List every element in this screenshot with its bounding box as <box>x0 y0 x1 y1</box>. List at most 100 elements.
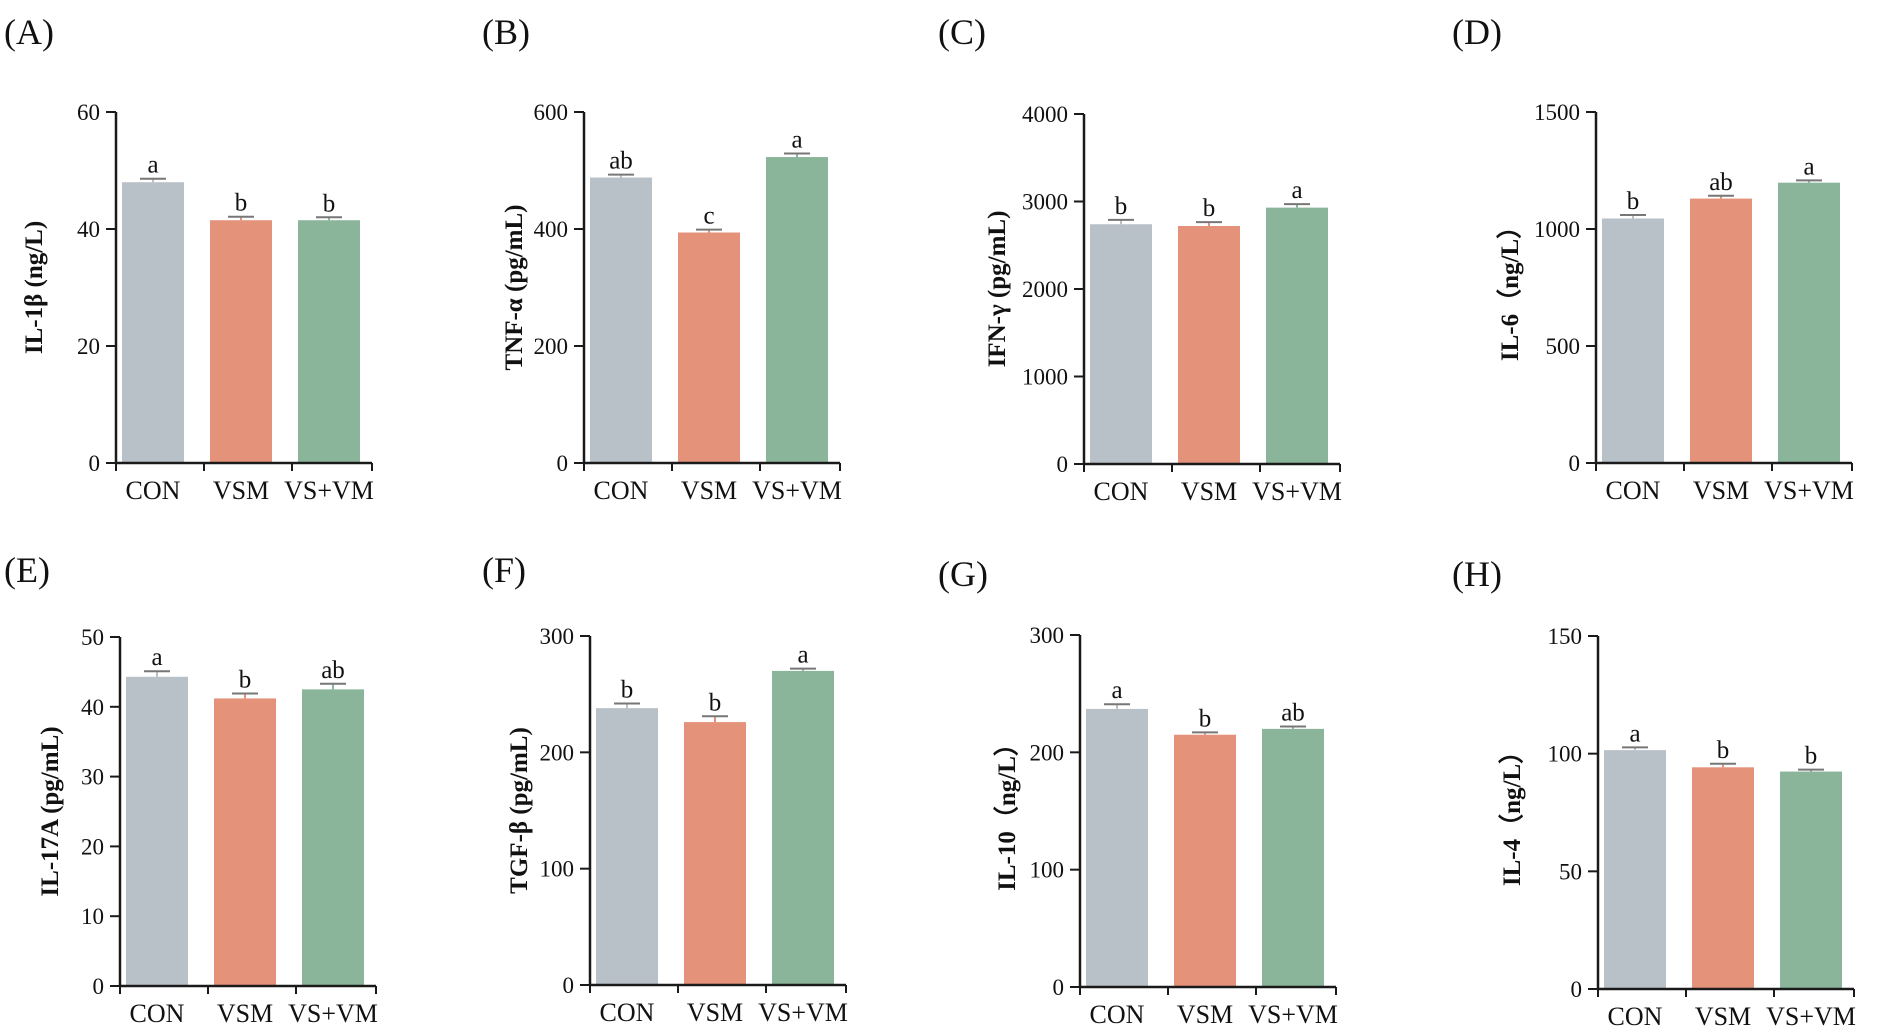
y-tick-label: 0 <box>563 973 575 998</box>
y-tick-label: 0 <box>1571 977 1583 1002</box>
x-tick-label: VS+VM <box>758 998 848 1027</box>
bar-vs-plus-vm <box>1266 207 1328 464</box>
bar-con <box>1604 750 1666 989</box>
significance-letter: b <box>1627 188 1640 215</box>
x-tick-label: VS+VM <box>1766 1002 1856 1031</box>
y-tick-label: 60 <box>77 100 100 125</box>
bar-con <box>1086 708 1148 987</box>
chart-panel-2: (B) ab CON c VSM a VS+VM 0 200 400 600 TNF-α (pg/mL… <box>482 12 842 505</box>
y-tick-label: 150 <box>1548 624 1583 649</box>
bar-vsm <box>684 722 746 985</box>
bar-con <box>590 177 652 463</box>
significance-letter: a <box>1291 177 1302 204</box>
chart-panel-5: (E) a CON b VSM ab VS+VM 0 10 20 30 40 50 IL-17A (pg/… <box>4 550 378 1028</box>
y-tick-label: 100 <box>1030 858 1065 883</box>
panel-label: (D) <box>1452 12 1502 52</box>
bar-vsm <box>1692 767 1754 989</box>
y-axis-label: TGF-β (pg/mL) <box>506 727 533 894</box>
panel-label: (E) <box>4 550 50 590</box>
y-tick-label: 200 <box>1030 740 1065 765</box>
bar-con <box>122 182 184 463</box>
x-tick-label: VSM <box>1177 1000 1233 1029</box>
x-tick-label: VS+VM <box>1248 1000 1338 1029</box>
y-axis-label: IL-4（ng/L） <box>1497 739 1526 886</box>
y-tick-label: 1500 <box>1534 100 1580 125</box>
significance-letter: ab <box>1281 700 1305 727</box>
bar-vsm <box>1174 734 1236 987</box>
y-tick-label: 10 <box>81 904 104 929</box>
panel-label: (H) <box>1452 554 1502 594</box>
x-tick-label: VSM <box>687 998 743 1027</box>
y-tick-label: 40 <box>81 695 104 720</box>
significance-letter: b <box>1717 737 1730 764</box>
x-tick-label: CON <box>1608 1002 1663 1031</box>
bar-con <box>126 676 188 986</box>
y-tick-label: 200 <box>540 740 575 765</box>
significance-letter: b <box>1199 705 1212 732</box>
y-tick-label: 600 <box>534 100 569 125</box>
y-axis-label: IL-17A (pg/mL) <box>37 726 64 896</box>
significance-letter: c <box>703 203 714 230</box>
bar-vs-plus-vm <box>772 670 834 985</box>
panel-label: (A) <box>4 12 54 52</box>
y-axis-label: IL-1β (ng/L) <box>21 221 48 354</box>
significance-letter: b <box>1115 193 1128 220</box>
bar-con <box>1602 218 1664 463</box>
y-tick-label: 50 <box>81 625 104 650</box>
significance-letter: b <box>709 689 722 716</box>
bar-con <box>596 708 658 985</box>
panel-label: (C) <box>938 12 986 52</box>
x-tick-label: VSM <box>1695 1002 1751 1031</box>
bar-vs-plus-vm <box>1262 728 1324 987</box>
x-tick-label: CON <box>1094 477 1149 506</box>
chart-panel-6: (F) b CON b VSM a VS+VM 0 100 200 300 TGF-β (pg/mL) <box>482 550 848 1027</box>
significance-letter: a <box>797 642 808 669</box>
significance-letter: ab <box>609 148 633 175</box>
y-tick-label: 50 <box>1559 859 1582 884</box>
y-tick-label: 30 <box>81 765 104 790</box>
bar-vs-plus-vm <box>302 689 364 986</box>
y-tick-label: 1000 <box>1022 365 1068 390</box>
x-tick-label: CON <box>126 476 181 505</box>
y-axis-label: IL-6（ng/L） <box>1495 214 1524 361</box>
x-tick-label: CON <box>594 476 649 505</box>
panel-label: (F) <box>482 550 526 590</box>
bar-vs-plus-vm <box>1780 771 1842 989</box>
x-tick-label: VS+VM <box>1252 477 1342 506</box>
y-tick-label: 0 <box>93 974 105 999</box>
bar-vsm <box>1178 226 1240 464</box>
significance-letter: b <box>239 667 252 694</box>
significance-letter: a <box>147 152 158 179</box>
x-tick-label: VS+VM <box>1764 476 1854 505</box>
x-tick-label: VSM <box>1693 476 1749 505</box>
x-tick-label: CON <box>1606 476 1661 505</box>
significance-letter: a <box>1111 677 1122 704</box>
bar-vs-plus-vm <box>1778 182 1840 463</box>
y-tick-label: 1000 <box>1534 217 1580 242</box>
x-tick-label: CON <box>130 999 185 1028</box>
panel-label: (G) <box>938 554 988 594</box>
y-tick-label: 300 <box>540 624 575 649</box>
bar-vsm <box>210 220 272 463</box>
y-axis-label: IFN-γ (pg/mL) <box>984 211 1011 368</box>
x-tick-label: VS+VM <box>288 999 378 1028</box>
y-axis-label: IL-10（ng/L） <box>992 731 1021 891</box>
significance-letter: a <box>151 644 162 671</box>
chart-panel-1: (A) a CON b VSM b VS+VM 0 20 40 60 IL-1β (ng/L) <box>4 12 374 505</box>
panel-label: (B) <box>482 12 530 52</box>
bar-vs-plus-vm <box>766 157 828 464</box>
y-tick-label: 3000 <box>1022 190 1068 215</box>
bar-vsm <box>678 232 740 463</box>
x-tick-label: VSM <box>1181 477 1237 506</box>
chart-panel-8: (H) a CON b VSM b VS+VM 0 50 100 150 IL-4（ng/L） <box>1452 554 1856 1031</box>
y-tick-label: 0 <box>1569 451 1581 476</box>
y-tick-label: 20 <box>81 834 104 859</box>
significance-letter: a <box>791 127 802 154</box>
y-tick-label: 4000 <box>1022 102 1068 127</box>
x-tick-label: VSM <box>213 476 269 505</box>
bar-vs-plus-vm <box>298 220 360 463</box>
significance-letter: b <box>1203 195 1216 222</box>
bar-con <box>1090 224 1152 464</box>
x-tick-label: VSM <box>681 476 737 505</box>
